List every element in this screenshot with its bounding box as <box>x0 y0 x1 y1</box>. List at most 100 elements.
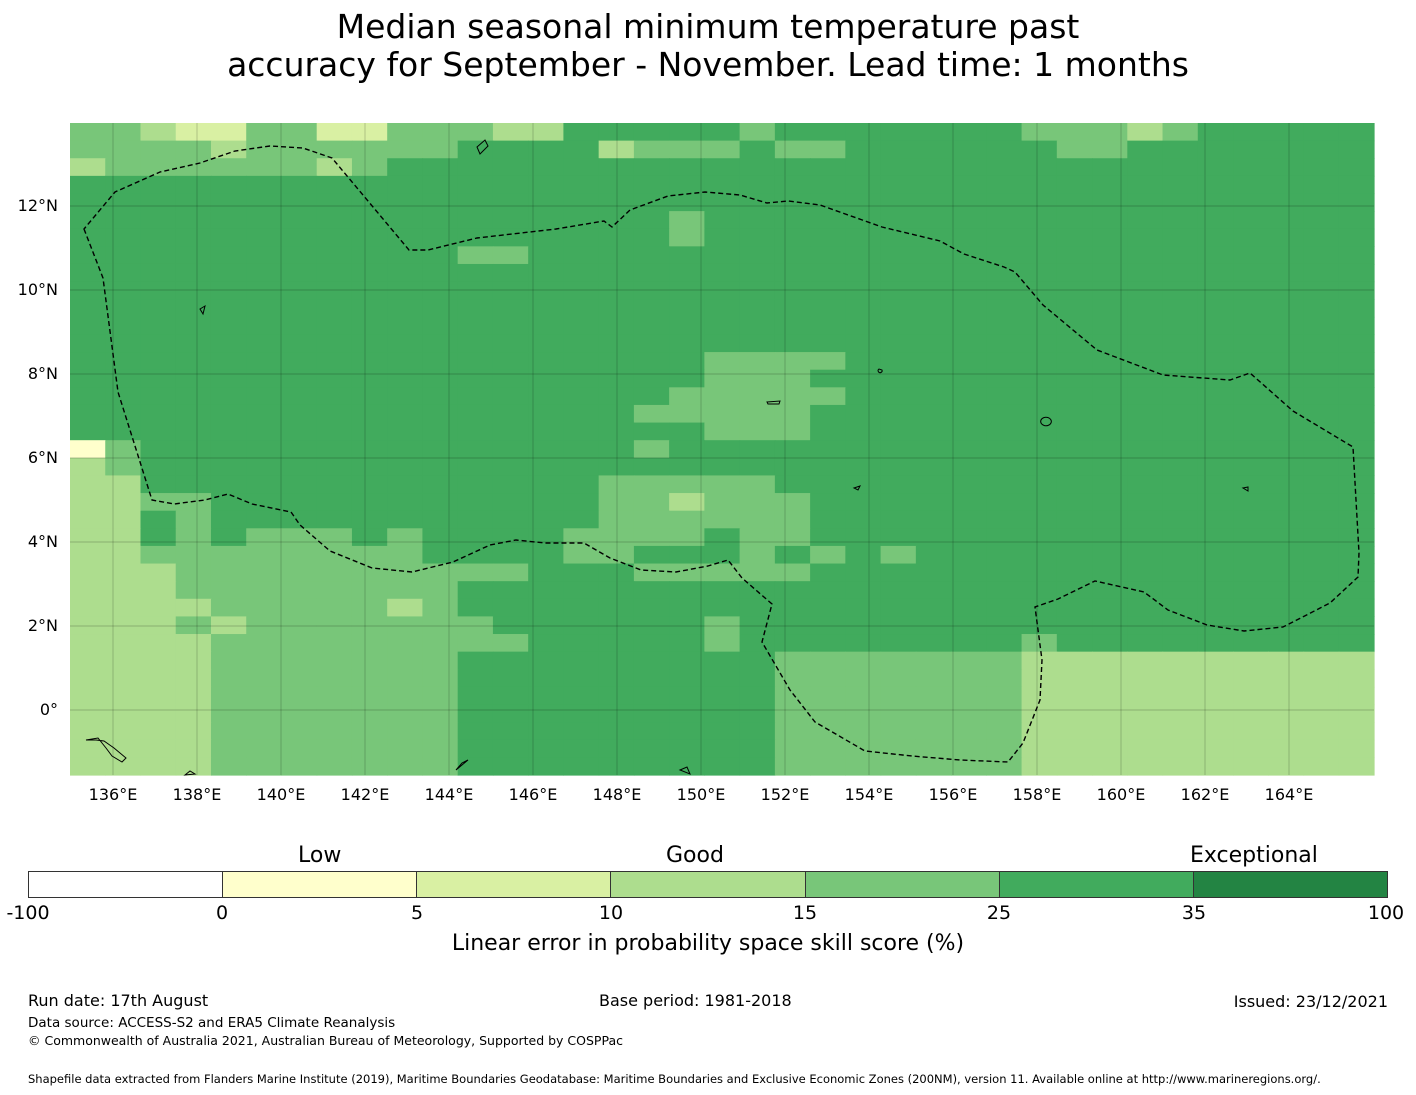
grid-cell <box>739 475 776 494</box>
grid-cell <box>986 757 1023 776</box>
grid-cell <box>457 581 494 600</box>
grid-cell <box>1233 598 1269 617</box>
grid-cell <box>1268 404 1305 424</box>
grid-cell <box>316 211 353 230</box>
grid-cell <box>140 193 177 212</box>
grid-cell <box>457 352 494 371</box>
grid-cell <box>457 140 494 159</box>
grid-cell <box>1021 545 1058 565</box>
grid-cell <box>175 334 212 353</box>
grid-cell <box>457 175 494 195</box>
grid-cell <box>810 704 846 723</box>
grid-cell <box>633 616 670 635</box>
grid-cell <box>210 263 247 283</box>
grid-cell <box>880 422 917 441</box>
grid-cell <box>633 369 670 388</box>
grid-cell <box>915 193 952 212</box>
data-source: Data source: ACCESS-S2 and ERA5 Climate … <box>28 1015 396 1031</box>
grid-cell <box>246 528 283 547</box>
grid-cell <box>1162 528 1199 547</box>
grid-cell <box>1021 123 1058 142</box>
grid-cell <box>1056 634 1093 653</box>
grid-cell <box>633 352 670 371</box>
grid-cell <box>210 598 247 617</box>
grid-cell <box>598 686 635 706</box>
grid-cell <box>528 686 564 706</box>
grid-cell <box>1303 704 1340 723</box>
grid-cell <box>598 246 635 265</box>
grid-cell <box>810 669 846 688</box>
grid-cell <box>422 158 459 177</box>
grid-cell <box>704 369 741 388</box>
grid-cell <box>845 369 882 388</box>
island-outline <box>877 368 883 374</box>
grid-cell <box>986 704 1023 723</box>
grid-cell <box>210 493 247 512</box>
grid-cell <box>422 616 459 635</box>
grid-cell <box>1338 387 1375 406</box>
grid-cell <box>633 510 670 529</box>
grid-cell <box>1338 352 1375 371</box>
grid-cell <box>880 263 917 283</box>
grid-cell <box>845 440 882 459</box>
grid-cell <box>563 686 600 706</box>
grid-cell <box>1092 316 1128 336</box>
grid-cell <box>316 281 353 300</box>
grid-cell <box>810 228 846 247</box>
grid-cell <box>669 475 705 494</box>
grid-cell <box>210 757 247 776</box>
grid-cell <box>492 404 529 424</box>
grid-cell <box>457 457 494 477</box>
grid-cell <box>810 140 846 159</box>
lat-label-6n: 6°N <box>27 448 58 467</box>
grid-cell <box>281 281 318 300</box>
grid-cell <box>70 352 106 371</box>
grid-cell <box>1056 387 1093 406</box>
grid-cell <box>774 246 811 265</box>
grid-cell <box>1338 475 1375 494</box>
grid-cell <box>915 175 952 195</box>
grid-cell <box>633 545 670 565</box>
grid-cell <box>1021 281 1058 300</box>
grid-cell <box>246 404 283 424</box>
grid-cell <box>1268 246 1305 265</box>
grid-cell <box>351 563 388 582</box>
grid-cell <box>492 704 529 723</box>
grid-cell <box>1233 704 1269 723</box>
grid-cell <box>351 158 388 177</box>
grid-cell <box>281 123 318 142</box>
grid-cell <box>70 123 106 142</box>
grid-cell <box>105 493 142 512</box>
grid-cell <box>1233 475 1269 494</box>
grid-cell <box>316 528 353 547</box>
grid-cell <box>1127 316 1164 336</box>
grid-cell <box>281 422 318 441</box>
grid-cell <box>1021 404 1058 424</box>
colorbar-tick: 35 <box>1181 902 1207 924</box>
grid-cell <box>1268 475 1305 494</box>
grid-cell <box>387 493 424 512</box>
grid-cell <box>1021 563 1058 582</box>
grid-cell <box>1056 316 1093 336</box>
grid-cell <box>1162 387 1199 406</box>
grid-cell <box>210 211 247 230</box>
grid-cell <box>1162 457 1199 477</box>
grid-cell <box>528 457 564 477</box>
grid-cell <box>951 669 987 688</box>
grid-cell <box>1056 475 1093 494</box>
grid-cell <box>739 387 776 406</box>
grid-cell <box>492 175 529 195</box>
grid-cell <box>316 440 353 459</box>
grid-cell <box>1162 598 1199 617</box>
grid-cell <box>140 316 177 336</box>
grid-cell <box>1303 475 1340 494</box>
grid-cell <box>492 299 529 318</box>
grid-cell <box>387 228 424 247</box>
grid-cell <box>774 545 811 565</box>
grid-cell <box>915 158 952 177</box>
grid-cell <box>387 316 424 336</box>
grid-cell <box>105 528 142 547</box>
grid-cell <box>951 598 987 617</box>
grid-cell <box>704 175 741 195</box>
grid-cell <box>598 616 635 635</box>
